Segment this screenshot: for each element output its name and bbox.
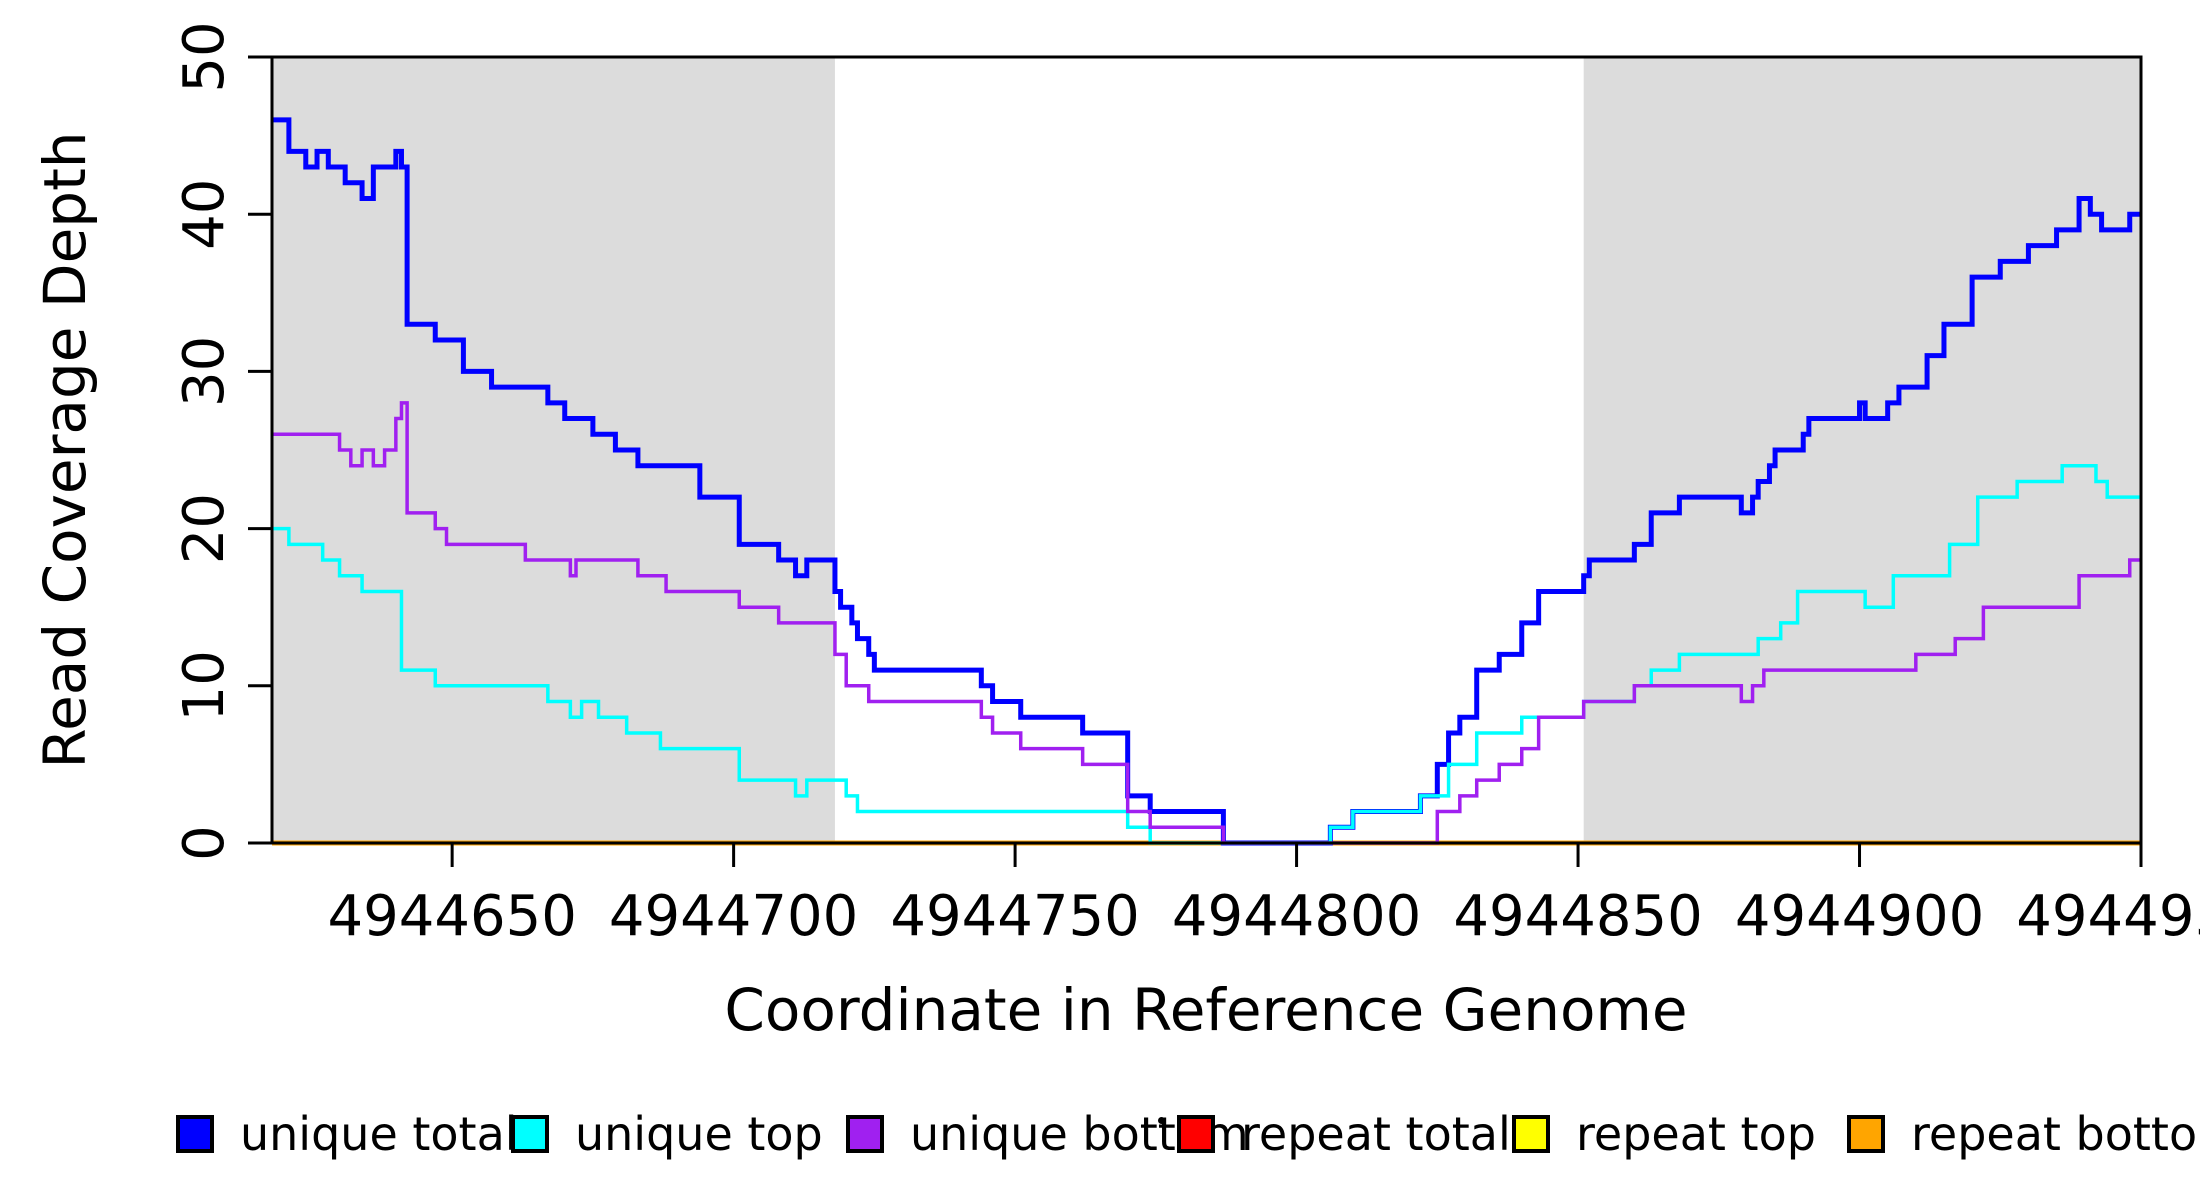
x-tick-label: 4944650	[327, 884, 576, 949]
shaded-region-0	[272, 57, 835, 843]
y-tick-label: 30	[172, 336, 237, 407]
coverage-plot: 4944650 4944700 4944750 4944800 4944850 49449…	[31, 21, 2200, 1044]
y-tick-label: 0	[172, 825, 237, 861]
plot-legend: unique total unique top unique bottom repea…	[0, 1107, 2200, 1168]
x-tick-label: 4944750	[890, 884, 1139, 949]
legend-item-repeat-total: repeat total	[1177, 1107, 1511, 1161]
legend-item-unique-total: unique total	[176, 1107, 518, 1161]
y-tick-label: 50	[172, 21, 237, 92]
axes: 4944650 4944700 4944750 4944800 4944850 49449…	[172, 21, 2200, 949]
legend-swatch-repeat-total	[1177, 1115, 1215, 1153]
legend-item-unique-top: unique top	[511, 1107, 823, 1161]
legend-label: repeat bottom	[1911, 1107, 2200, 1161]
legend-label: unique top	[575, 1107, 823, 1161]
y-tick-label: 10	[172, 650, 237, 721]
legend-swatch-unique-top	[511, 1115, 549, 1153]
legend-swatch-repeat-top	[1512, 1115, 1550, 1153]
legend-swatch-repeat-bottom	[1847, 1115, 1885, 1153]
plot-box	[270, 55, 2143, 845]
x-tick-label: 4944900	[1735, 884, 1984, 949]
legend-item-repeat-top: repeat top	[1512, 1107, 1816, 1161]
legend-label: repeat total	[1241, 1107, 1511, 1161]
stray-dot	[1158, 1117, 1165, 1124]
series-unique-top	[272, 463, 2141, 845]
series-unique-bottom	[272, 401, 2141, 845]
x-tick-label: 4944800	[1172, 884, 1421, 949]
x-tick-label: 4944850	[1453, 884, 1702, 949]
y-tick-label: 20	[172, 493, 237, 564]
legend-swatch-unique-bottom	[846, 1115, 884, 1153]
x-axis-title: Coordinate in Reference Genome	[724, 976, 1687, 1044]
y-axis-title: Read Coverage Depth	[31, 131, 99, 768]
shaded-regions	[272, 57, 2141, 843]
y-tick-label: 40	[172, 179, 237, 250]
legend-label: unique total	[240, 1107, 518, 1161]
legend-swatch-unique-total	[176, 1115, 214, 1153]
x-tick-label: 4944700	[609, 884, 858, 949]
legend-item-repeat-bottom: repeat bottom	[1847, 1107, 2200, 1161]
legend-label: repeat top	[1576, 1107, 1816, 1161]
x-tick-label: 4944950	[2016, 884, 2200, 949]
shaded-region-1	[1583, 57, 2141, 843]
